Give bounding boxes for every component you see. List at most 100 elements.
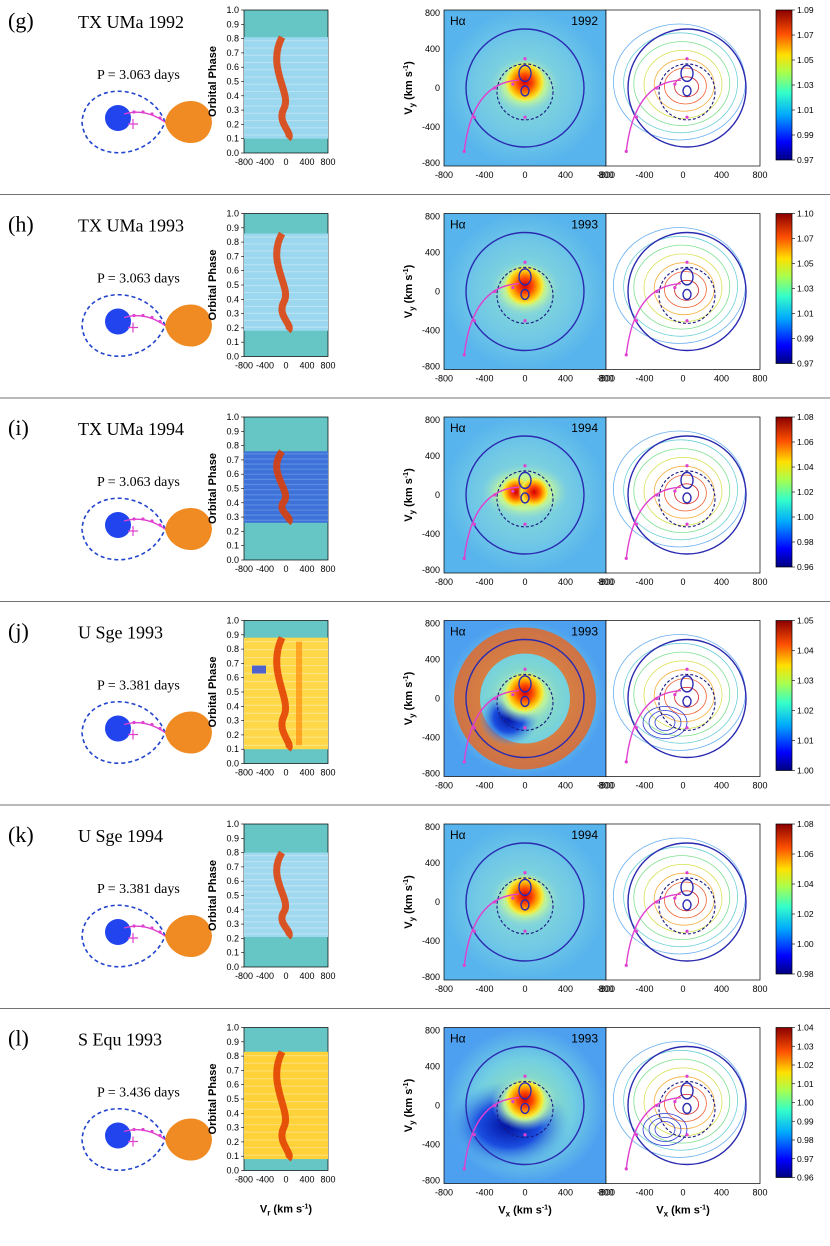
trail-y-tick-label: 0.7 bbox=[226, 1065, 239, 1075]
trail-y-tick-label: 0.9 bbox=[226, 223, 239, 233]
trail-y-tick-label: 0.2 bbox=[226, 730, 239, 740]
line-label: Hα bbox=[450, 218, 466, 232]
trail-x-tick-label: 400 bbox=[299, 361, 314, 371]
stream-marker bbox=[685, 1074, 689, 1078]
contour-x-tick-label: 400 bbox=[714, 984, 729, 994]
stream-marker bbox=[511, 1100, 515, 1104]
tomogram-y-axis-label: Vy (km s-1) bbox=[403, 468, 417, 522]
secondary-roche-lobe bbox=[680, 268, 694, 286]
stream-marker bbox=[685, 871, 689, 875]
primary-marker bbox=[682, 85, 692, 97]
stream-point bbox=[132, 1127, 136, 1132]
contour-line bbox=[643, 253, 723, 323]
stream-marker bbox=[523, 871, 527, 875]
trail-x-axis-label: Vr (km s-1) bbox=[260, 1204, 313, 1218]
primary-roche-lobe bbox=[658, 877, 716, 935]
primary-roche-lobe bbox=[496, 673, 554, 731]
primary-marker bbox=[520, 85, 530, 97]
panel-l: (l) S Equ 1993 P = 3.436 days 0.0 0.1 0.2 0.3 0… bbox=[0, 1008, 830, 1198]
trail-x-tick-label: 800 bbox=[320, 564, 335, 574]
contour-x-tick-label: -800 bbox=[597, 984, 615, 994]
emission-streak bbox=[296, 641, 302, 746]
keplerian-circle-outer bbox=[627, 842, 747, 962]
trail-x-axis-label-close: ) bbox=[308, 1204, 312, 1216]
tomogram-x-tick-label: 0 bbox=[522, 170, 527, 180]
panel-label: (h) bbox=[8, 212, 34, 237]
contour-line-absorption bbox=[654, 714, 676, 731]
colorbar bbox=[775, 1027, 793, 1178]
period-label: P = 3.063 days bbox=[97, 475, 180, 490]
tomogram-y-tick-label: 400 bbox=[425, 44, 440, 54]
stream-marker bbox=[634, 929, 638, 933]
colorbar-tick-label: 1.04 bbox=[797, 646, 814, 656]
stream-marker bbox=[511, 82, 515, 86]
contour-line bbox=[643, 660, 723, 730]
colorbar-tick-label: 1.01 bbox=[797, 309, 814, 319]
trail-x-tick-label: -800 bbox=[235, 361, 253, 371]
primary-roche-lobe bbox=[496, 877, 554, 935]
trail-y-tick-label: 1.0 bbox=[226, 616, 239, 626]
vy-label-var: V bbox=[403, 1124, 415, 1132]
trail-y-tick-label: 0.1 bbox=[226, 948, 239, 958]
trail-x-tick-label: 0 bbox=[283, 564, 288, 574]
trail-y-tick-label: 0.1 bbox=[226, 1151, 239, 1161]
contour-line bbox=[653, 872, 715, 926]
colorbar-tick-label: 1.00 bbox=[797, 1098, 814, 1108]
primary-marker bbox=[520, 492, 530, 504]
contour-line bbox=[633, 855, 731, 940]
keplerian-circle-outer bbox=[465, 28, 585, 148]
tomogram-y-tick-label: -400 bbox=[422, 733, 440, 743]
trail-x-tick-label: -400 bbox=[256, 361, 274, 371]
colorbar-tick-label: 1.03 bbox=[797, 1041, 814, 1051]
tomogram-y-tick-label: 0 bbox=[435, 897, 440, 907]
contour-x-tick-label: 0 bbox=[680, 374, 685, 384]
colorbar-tick-label: 1.08 bbox=[797, 819, 814, 829]
period-label: P = 3.063 days bbox=[97, 272, 180, 287]
contour-line bbox=[643, 456, 723, 526]
primary-roche-lobe bbox=[658, 266, 716, 324]
contour-x-tick-label: 0 bbox=[680, 984, 685, 994]
secondary-star bbox=[165, 1118, 212, 1161]
secondary-roche-lobe bbox=[518, 268, 532, 286]
tomogram-y-tick-label: 800 bbox=[425, 822, 440, 832]
tomogram-x-tick-label: 0 bbox=[522, 781, 527, 791]
contour-line bbox=[664, 1085, 707, 1122]
contour-line bbox=[623, 1049, 738, 1151]
colorbar-tick-label: 1.08 bbox=[797, 412, 814, 422]
tomogram-overlay bbox=[462, 638, 585, 764]
tomogram-x-tick-label: 800 bbox=[598, 374, 613, 384]
tomogram-y-tick-label: 400 bbox=[425, 858, 440, 868]
panel-label: (j) bbox=[8, 619, 29, 644]
stream-marker bbox=[511, 286, 515, 290]
secondary-roche-lobe bbox=[680, 878, 694, 897]
stream-marker bbox=[673, 693, 677, 697]
tomogram-y-tick-label: 0 bbox=[435, 83, 440, 93]
vy-label: Vy (km s-1) bbox=[403, 875, 417, 929]
line-label: Hα bbox=[450, 828, 466, 842]
trail-y-tick-label: 0.4 bbox=[226, 294, 239, 304]
roche-lobe bbox=[81, 294, 166, 357]
stream-point bbox=[132, 924, 136, 928]
vy-label-sub: y bbox=[408, 306, 417, 311]
contour-line bbox=[664, 881, 707, 919]
tomogram-x-tick-label: -800 bbox=[435, 984, 453, 994]
trail-x-tick-label: -400 bbox=[256, 768, 274, 778]
tomogram-y-tick-label: -800 bbox=[422, 362, 440, 372]
trail-y-tick-label: 1.0 bbox=[226, 1023, 239, 1033]
contour-line bbox=[653, 1076, 715, 1130]
colorbar bbox=[775, 9, 793, 161]
vy-label-exp: -1 bbox=[403, 268, 410, 274]
keplerian-circle-outer bbox=[627, 28, 747, 148]
colorbar-tick-label: 0.98 bbox=[797, 1135, 814, 1145]
primary-marker bbox=[520, 695, 530, 708]
trail-y-tick-label: 0.7 bbox=[226, 251, 239, 261]
contour-overlay bbox=[624, 1045, 747, 1171]
vy-label-exp: -1 bbox=[403, 65, 410, 71]
stream-marker bbox=[634, 319, 638, 323]
trail-y-axis-label: Orbital Phase bbox=[207, 46, 219, 117]
panel-label: (k) bbox=[8, 822, 34, 847]
tomogram-x-tick-label: 800 bbox=[598, 170, 613, 180]
stream-marker bbox=[462, 1167, 466, 1171]
trail-y-tick-label: 1.0 bbox=[226, 819, 239, 829]
contour-line bbox=[633, 244, 731, 330]
